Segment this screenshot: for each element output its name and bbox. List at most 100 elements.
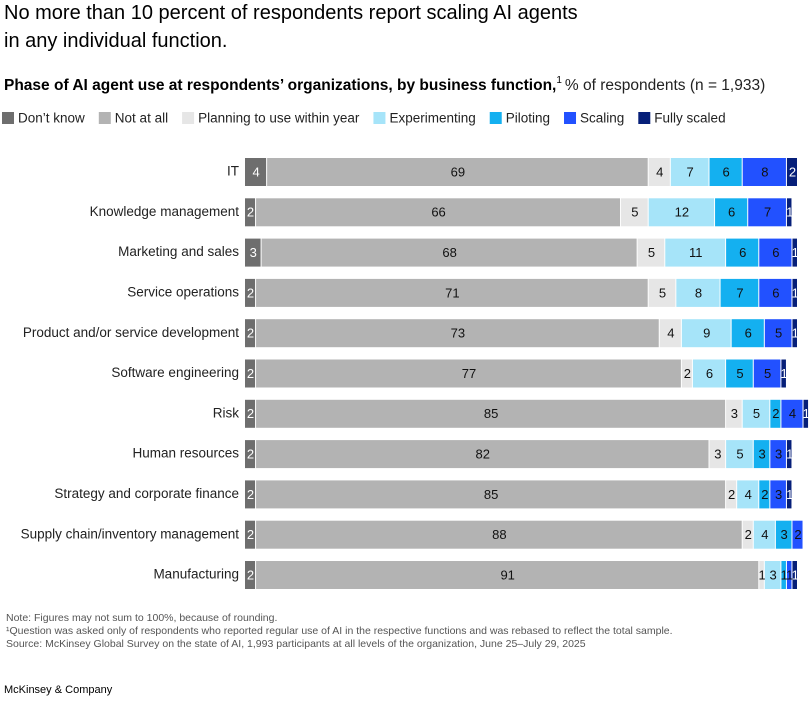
bar-segment	[759, 238, 792, 267]
bar-segment	[726, 359, 753, 388]
bar-segment	[742, 158, 786, 186]
bar-segment	[786, 440, 792, 469]
value-label: 85	[484, 487, 498, 502]
value-label: 5	[775, 326, 782, 341]
legend-label: Not at all	[115, 111, 168, 126]
bar-segment	[726, 480, 737, 509]
bar-segment	[256, 480, 726, 509]
bar-segment	[770, 480, 786, 509]
value-label: 2	[745, 527, 752, 542]
value-label: 6	[739, 245, 746, 260]
value-label: 4	[667, 326, 674, 341]
legend-label: Planning to use within year	[198, 111, 360, 126]
bar-segment	[753, 520, 775, 549]
value-label: 1	[792, 567, 799, 582]
value-label: 1	[786, 487, 793, 502]
y-tick-label: Product and/or service development	[23, 325, 239, 340]
y-tick-label: Risk	[213, 405, 239, 420]
value-label: 4	[745, 487, 752, 502]
bar-segment	[267, 158, 648, 186]
legend-swatch	[564, 112, 577, 124]
bar-segment	[245, 359, 256, 388]
bar-segment	[742, 520, 753, 549]
value-label: 3	[731, 406, 738, 421]
subtitle: Phase of AI agent use at respondents’ or…	[4, 75, 765, 94]
bar-segment	[256, 278, 648, 307]
bar-segment	[245, 561, 256, 589]
unit: % of respondents (n = 1,933)	[565, 77, 765, 94]
bar-segment	[792, 278, 797, 307]
bar-segment	[742, 399, 770, 428]
value-label: 7	[736, 285, 743, 300]
y-tick-label: Manufacturing	[153, 567, 239, 582]
value-label: 2	[247, 285, 254, 300]
bar-segment	[759, 480, 770, 509]
bar-segment	[753, 359, 781, 388]
value-label: 4	[252, 164, 259, 179]
legend-label: Experimenting	[389, 111, 475, 126]
bar-segment	[648, 278, 676, 307]
bar-segment	[256, 359, 681, 388]
bar-segment	[715, 198, 748, 227]
value-label: 2	[247, 527, 254, 542]
bar-segment	[659, 319, 681, 348]
bar-segment	[786, 158, 797, 186]
bar-segment	[731, 319, 764, 348]
value-label: 1	[803, 406, 810, 421]
legend-swatch	[373, 112, 386, 124]
legend-label: Fully scaled	[654, 111, 725, 126]
value-label: 6	[706, 366, 713, 381]
value-label: 91	[500, 567, 514, 582]
subtitle-text: Phase of AI agent use at respondents’ or…	[4, 77, 556, 94]
bar-segment	[786, 561, 792, 589]
footnote-mark: 1	[556, 75, 562, 86]
value-label: 5	[659, 285, 666, 300]
bar-segment	[245, 278, 256, 307]
bar-segment	[245, 520, 256, 549]
bar-segment	[245, 319, 256, 348]
legend-label: Piloting	[506, 111, 550, 126]
bar-segment	[792, 561, 797, 589]
bar-segment	[786, 198, 792, 227]
bar-segment	[648, 198, 715, 227]
y-tick-label: Human resources	[132, 446, 239, 461]
value-label: 71	[445, 285, 459, 300]
value-label: 3	[781, 527, 788, 542]
bar-segment	[709, 440, 726, 469]
value-label: 2	[247, 326, 254, 341]
value-label: 2	[761, 487, 768, 502]
value-label: 1	[792, 326, 799, 341]
bar-segment	[692, 359, 726, 388]
bar-segment	[681, 319, 731, 348]
value-label: 73	[451, 326, 465, 341]
value-label: 2	[772, 406, 779, 421]
value-label: 3	[769, 567, 776, 582]
title-line: No more than 10 percent of respondents r…	[4, 2, 578, 24]
value-label: 4	[789, 406, 796, 421]
bar-segment	[781, 399, 803, 428]
y-tick-label: Strategy and corporate finance	[54, 486, 239, 501]
value-label: 4	[761, 527, 768, 542]
note: Note: Figures may not sum to 100%, becau…	[6, 612, 277, 624]
legend-swatch	[489, 112, 502, 124]
value-label: 1	[758, 567, 765, 582]
value-label: 3	[714, 447, 721, 462]
value-label: 8	[761, 164, 768, 179]
value-label: 2	[728, 487, 735, 502]
value-label: 5	[753, 406, 760, 421]
legend-label: Don’t know	[18, 111, 85, 126]
note: ¹Question was asked only of respondents …	[6, 625, 673, 637]
bar-segment	[245, 238, 261, 267]
bar-segment	[245, 198, 256, 227]
bar-segment	[256, 561, 759, 589]
value-label: 8	[695, 285, 702, 300]
y-tick-label: Marketing and sales	[118, 244, 239, 259]
value-label: 66	[431, 205, 445, 220]
bar-segment	[770, 440, 786, 469]
value-label: 3	[775, 447, 782, 462]
value-label: 6	[722, 164, 729, 179]
value-label: 3	[758, 447, 765, 462]
chart-title: No more than 10 percent of respondents r…	[4, 2, 578, 52]
legend-swatch	[2, 112, 14, 124]
value-label: 2	[247, 487, 254, 502]
